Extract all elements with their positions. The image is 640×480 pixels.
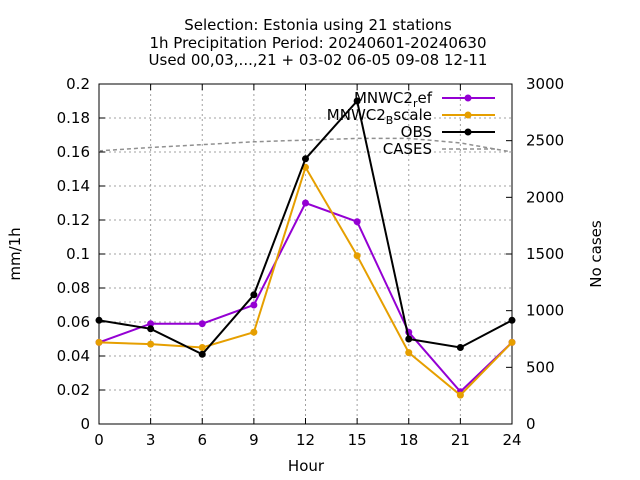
data-point-mnwc2-scale [250, 328, 258, 336]
y2-tick-label: 1500 [526, 245, 564, 263]
y-tick-label: 0.06 [57, 313, 90, 331]
data-point-obs [147, 325, 155, 333]
y2-tick-label: 500 [526, 358, 555, 376]
y-tick-label: 0.18 [57, 109, 90, 127]
data-point-mnwc2-ef [353, 218, 361, 226]
x-tick-label: 18 [399, 431, 418, 449]
x-tick-label: 12 [296, 431, 315, 449]
data-point-obs [353, 97, 361, 105]
y2-tick-label: 2000 [526, 188, 564, 206]
y-tick-label: 0.02 [57, 381, 90, 399]
y2-axis-label: No cases [587, 220, 605, 288]
y2-axis-ticks: 0 500 1000 1500 2000 2500 3000 [506, 75, 564, 433]
series-group [95, 97, 516, 399]
data-point-obs [198, 350, 206, 358]
data-point-obs [95, 316, 103, 324]
x-tick-label: 0 [94, 431, 104, 449]
y-tick-label: 0 [80, 415, 90, 433]
x-tick-label: 21 [451, 431, 470, 449]
series-line-obs [98, 98, 513, 356]
legend-label-mnwc2-scale: MNWC2Bscale [327, 106, 432, 127]
legend-marker-mnwc2-scale [464, 111, 472, 119]
data-point-mnwc2-scale [147, 340, 155, 348]
data-point-mnwc2-scale [95, 338, 103, 346]
title-line-3: Used 00,03,...,21 + 03-02 06-05 09-08 12… [149, 51, 488, 69]
x-axis-label: Hour [288, 457, 325, 475]
x-tick-label: 3 [146, 431, 156, 449]
data-point-obs [508, 316, 516, 324]
chart-title: Selection: Estonia using 21 stations 1h … [149, 16, 488, 69]
data-point-obs [250, 291, 258, 299]
x-tick-label: 9 [249, 431, 259, 449]
data-point-mnwc2-scale [405, 349, 413, 357]
y-tick-label: 0.12 [57, 211, 90, 229]
title-line-2: 1h Precipitation Period: 20240601-202406… [149, 34, 486, 52]
y-tick-label: 0.08 [57, 279, 90, 297]
x-tick-label: 24 [502, 431, 521, 449]
legend-label-cases: CASES [383, 140, 432, 158]
legend-label-obs: OBS [401, 123, 432, 141]
y-tick-label: 0.16 [57, 143, 90, 161]
data-point-obs [405, 335, 413, 343]
y-axis-ticks: 0 0.02 0.04 0.06 0.08 0.1 0.12 0.14 0.16 0.18 0.2 [57, 75, 105, 433]
grid-lines [99, 84, 512, 424]
y-tick-label: 0.1 [66, 245, 90, 263]
data-point-mnwc2-ef [250, 301, 258, 309]
y2-tick-label: 3000 [526, 75, 564, 93]
data-point-mnwc2-scale [508, 338, 516, 346]
y2-tick-label: 1000 [526, 302, 564, 320]
title-line-1: Selection: Estonia using 21 stations [184, 16, 452, 34]
y2-tick-label: 2500 [526, 132, 564, 150]
series-line-cases [98, 137, 513, 153]
data-point-mnwc2-scale [456, 391, 464, 399]
x-axis-ticks: 0 3 6 9 12 15 18 21 24 [94, 84, 522, 449]
y-tick-label: 0.2 [66, 75, 90, 93]
series-line-mnwc2-ef [98, 201, 513, 394]
legend-marker-obs [464, 128, 472, 136]
y-axis-label: mm/1h [6, 227, 24, 280]
x-tick-label: 6 [197, 431, 207, 449]
legend-marker-mnwc2-ef [464, 94, 472, 102]
data-point-mnwc2-ef [147, 320, 155, 328]
data-point-obs [456, 344, 464, 351]
data-point-mnwc2-ef [302, 199, 309, 207]
data-point-mnwc2-ef [198, 320, 206, 328]
y-tick-label: 0.04 [57, 347, 90, 365]
data-point-mnwc2-scale [353, 252, 361, 260]
data-point-mnwc2-scale [198, 344, 206, 351]
data-point-obs [302, 155, 309, 163]
y2-tick-label: 0 [526, 415, 536, 433]
x-tick-label: 15 [348, 431, 367, 449]
y-tick-label: 0.14 [57, 177, 90, 195]
